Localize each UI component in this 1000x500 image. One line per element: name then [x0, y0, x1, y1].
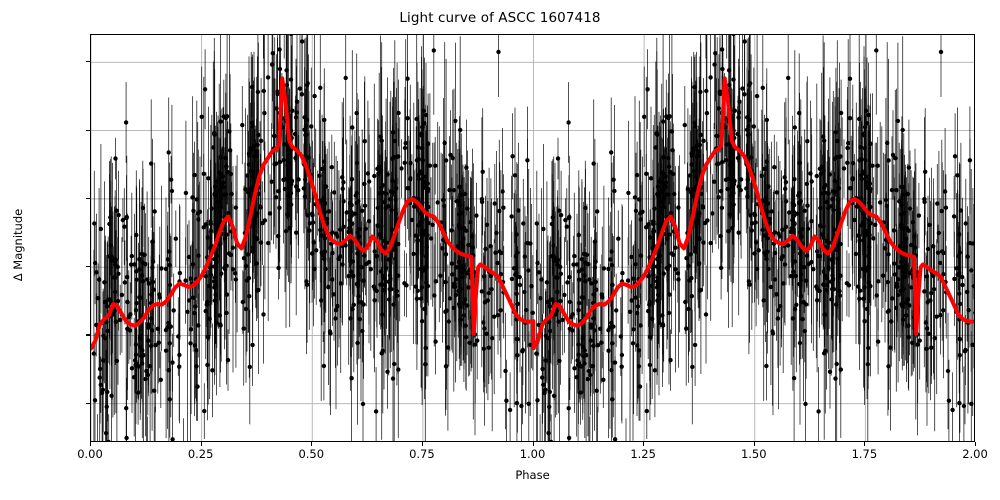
x-tick-label: 1.75	[851, 447, 878, 461]
x-tick-label: 1.50	[740, 447, 767, 461]
y-tick-mark	[86, 129, 90, 131]
y-tick-mark	[86, 61, 90, 63]
y-tick-mark	[86, 334, 90, 336]
x-tick-mark	[975, 442, 977, 446]
x-tick-label: 0.00	[77, 447, 103, 461]
x-tick-label: 1.00	[519, 447, 546, 461]
x-tick-label: 0.50	[298, 447, 325, 461]
y-tick-mark	[86, 402, 90, 404]
x-tick-mark	[643, 442, 645, 446]
x-tick-mark	[90, 442, 92, 446]
smoothed-model-line	[91, 76, 974, 351]
x-tick-mark	[200, 442, 202, 446]
x-tick-label: 0.75	[409, 447, 435, 461]
model-curve	[91, 76, 974, 351]
x-tick-mark	[532, 442, 534, 446]
y-tick-mark	[86, 266, 90, 268]
x-axis-label: Phase	[515, 468, 550, 482]
plot-area	[90, 34, 975, 442]
x-tick-mark	[753, 442, 755, 446]
y-tick-mark	[86, 197, 90, 199]
chart-title: Light curve of ASCC 1607418	[399, 10, 601, 26]
x-tick-label: 1.25	[630, 447, 656, 461]
x-tick-label: 0.25	[187, 447, 214, 461]
x-tick-label: 2.00	[962, 447, 988, 461]
data-points	[91, 35, 974, 441]
x-tick-mark	[421, 442, 423, 446]
y-axis-label: Δ Magnitude	[11, 208, 25, 282]
x-tick-mark	[311, 442, 313, 446]
plot-canvas	[91, 35, 974, 441]
x-tick-mark	[864, 442, 866, 446]
